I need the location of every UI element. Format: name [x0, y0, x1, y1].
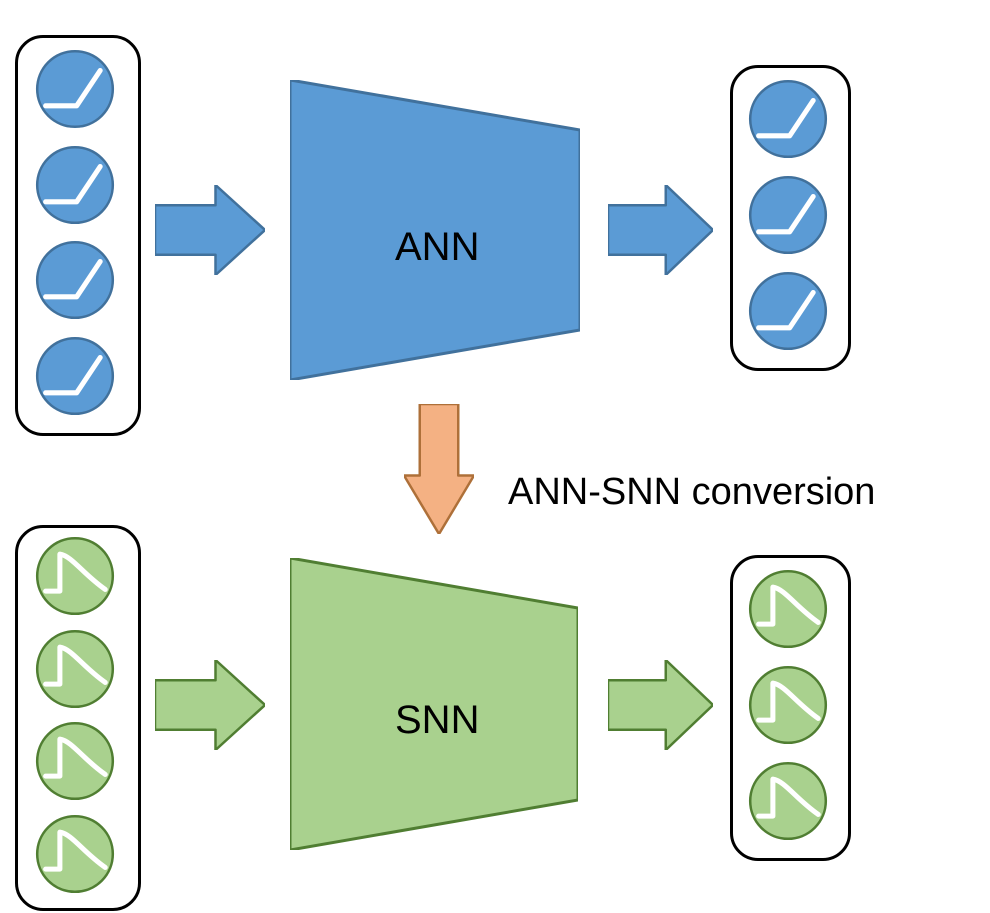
snn-input-neuron	[33, 627, 117, 716]
ann-input-neuron	[33, 238, 117, 327]
ann-output-neuron	[746, 77, 830, 166]
snn-block-label: SNN	[395, 698, 479, 743]
snn-input-neuron	[33, 812, 117, 901]
ann-right-arrow	[608, 185, 713, 280]
snn-output-neuron	[746, 567, 830, 656]
snn-output-neuron	[746, 663, 830, 752]
ann-input-neuron	[33, 47, 117, 136]
ann-block-label: ANN	[395, 225, 479, 270]
conversion-arrow	[404, 404, 474, 539]
snn-output-neuron	[746, 759, 830, 848]
ann-output-neuron	[746, 173, 830, 262]
snn-right-arrow	[608, 660, 713, 755]
conversion-label: ANN-SNN conversion	[508, 471, 875, 514]
ann-left-arrow	[155, 185, 265, 280]
snn-input-neuron	[33, 534, 117, 623]
snn-input-neuron	[33, 719, 117, 808]
ann-input-neuron	[33, 143, 117, 232]
snn-left-arrow	[155, 660, 265, 755]
ann-input-neuron	[33, 334, 117, 423]
ann-output-neuron	[746, 269, 830, 358]
